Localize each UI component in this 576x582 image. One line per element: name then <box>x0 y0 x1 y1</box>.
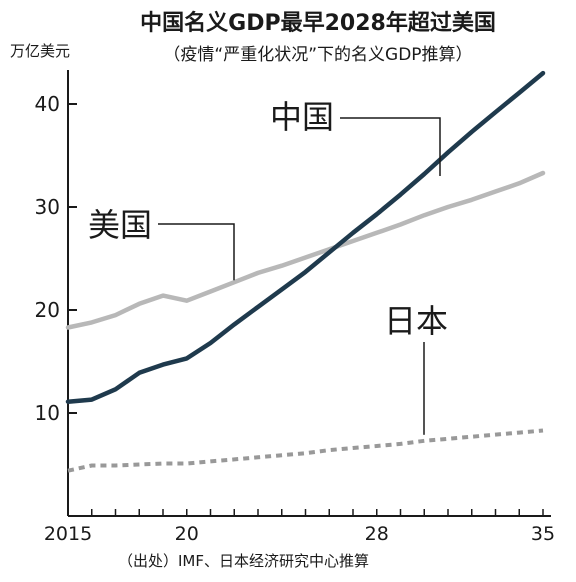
series-label: 美国 <box>88 206 152 244</box>
x-tick-label: 35 <box>531 523 555 545</box>
y-tick-label: 20 <box>35 298 60 322</box>
y-tick-label: 40 <box>35 92 60 116</box>
x-tick-label: 28 <box>365 523 389 545</box>
series-label: 日本 <box>384 302 448 340</box>
y-tick-label: 10 <box>35 401 60 425</box>
axes: 10 20 30 40 2015 20 28 35 <box>35 70 555 545</box>
series-line-1 <box>65 170 546 330</box>
series-line-0 <box>65 70 546 404</box>
y-axis-label: 万亿美元 <box>10 42 70 60</box>
x-tick-label: 2015 <box>44 523 92 545</box>
source-note: （出处）IMF、日本经济研究中心推算 <box>118 552 369 570</box>
series-leader-line <box>158 223 235 281</box>
x-tick-label: 20 <box>175 523 199 545</box>
series-label: 中国 <box>270 98 334 136</box>
series-leader-line <box>340 117 441 177</box>
chart-title: 中国名义GDP最早2028年超过美国 <box>140 10 496 36</box>
y-tick-label: 30 <box>35 195 60 219</box>
series-line-2 <box>67 428 544 473</box>
chart-subtitle: （疫情“严重化状况”下的名义GDP推算） <box>163 45 472 65</box>
series-layer <box>65 70 546 473</box>
